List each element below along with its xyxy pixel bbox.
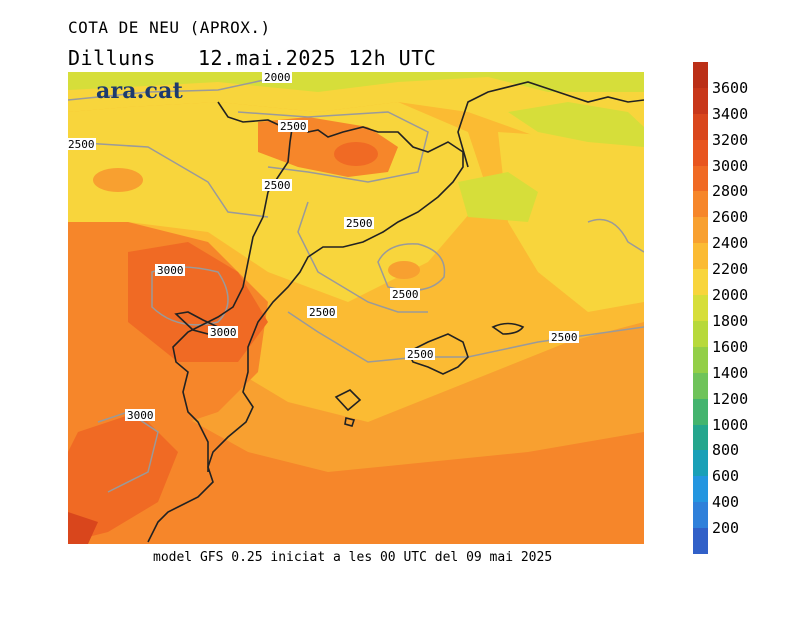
coastlines: [147, 81, 644, 543]
contour-2500-pyrenees: [237, 111, 429, 183]
ibiza-outline: [334, 389, 362, 412]
color-scale-label: 800: [712, 441, 740, 460]
contour-2000: [68, 76, 279, 101]
forecast-day: Dilluns: [68, 46, 156, 70]
iberian-coast: [147, 101, 464, 543]
color-scale-label: 2200: [712, 260, 749, 279]
field-2600-sea: [388, 261, 420, 279]
color-scale-bar: [693, 62, 708, 555]
color-scale-segment: [693, 165, 708, 192]
color-scale-label: 2600: [712, 208, 749, 227]
color-scale-label: 3200: [712, 130, 749, 149]
color-scale-segment: [693, 87, 708, 114]
formentera-outline: [344, 417, 356, 427]
color-scale-segment: [693, 346, 708, 373]
contour-label-2500-g: 2500: [407, 348, 434, 361]
field-2000-gulf: [458, 172, 538, 222]
color-scale-segment: [693, 139, 708, 166]
color-scale-label: 1600: [712, 337, 749, 356]
contour-2500-east: [587, 218, 644, 253]
contour-label-2500-a: 2500: [280, 120, 307, 133]
color-scale-label: 3000: [712, 156, 749, 175]
field-3000-southwest: [68, 412, 178, 542]
color-scale-segment: [693, 191, 708, 218]
ara-cat-logo: ara.cat: [96, 78, 183, 104]
forecast-time: Dilluns 12.mai.2025 12h UTC: [68, 46, 436, 70]
contour-2500-west: [68, 141, 269, 218]
color-scale-label: 600: [712, 467, 740, 486]
color-scale-segment: [693, 476, 708, 503]
contour-label-2500-h: 2500: [551, 331, 578, 344]
color-scale-label: 2800: [712, 182, 749, 201]
color-scale-segment: [693, 113, 708, 140]
color-scale-segment: [693, 372, 708, 399]
color-scale-label: 3600: [712, 78, 749, 97]
color-scale-segment: [693, 295, 708, 322]
contour-label-3000-b: 3000: [210, 326, 237, 339]
contour-lines: [68, 76, 644, 493]
color-scale-segment: [693, 424, 708, 451]
snow-level-map: 2000 2500 2500 2500 2500 2500 2500 2500 …: [68, 72, 644, 544]
color-scale-segment: [693, 450, 708, 477]
field-2000-alps: [508, 102, 644, 147]
french-coast: [457, 81, 644, 168]
color-scale-label: 2000: [712, 286, 749, 305]
model-info: model GFS 0.25 iniciat a les 00 UTC del …: [153, 550, 553, 565]
color-scale-label: 1800: [712, 311, 749, 330]
color-scale-segment: [693, 502, 708, 529]
field-2800-south: [68, 402, 644, 544]
field-3000-pyrenees: [334, 142, 378, 166]
color-scale-segment: [693, 217, 708, 244]
menorca-outline: [491, 322, 525, 335]
color-scale-segment: [693, 243, 708, 270]
chart-title: COTA DE NEU (APROX.): [68, 18, 271, 37]
contour-label-2500-e: 2500: [392, 288, 419, 301]
color-scale-label: 1000: [712, 415, 749, 434]
color-scale-segment: [693, 528, 708, 555]
field-3400-corner: [68, 512, 98, 544]
contour-label-2500-d: 2500: [346, 217, 373, 230]
contour-label-3000-a: 3000: [157, 264, 184, 277]
color-scale-segment: [693, 398, 708, 425]
color-scale-label: 1400: [712, 363, 749, 382]
contour-label-2500-c: 2500: [264, 179, 291, 192]
field-2000-top: [68, 72, 644, 92]
contour-label-2000: 2000: [264, 72, 291, 84]
field-2200-east: [498, 132, 644, 312]
color-scale-label: 2400: [712, 234, 749, 253]
contour-3000-south: [97, 411, 159, 493]
contour-label-2500-b: 2500: [68, 138, 95, 151]
color-scale-label: 400: [712, 493, 740, 512]
contour-label-3000-c: 3000: [127, 409, 154, 422]
color-scale-segment-top: [693, 62, 708, 88]
mallorca-outline: [406, 333, 469, 375]
color-scale-segment: [693, 320, 708, 347]
color-scale-label: 200: [712, 519, 740, 538]
forecast-datetime: 12.mai.2025 12h UTC: [198, 46, 437, 70]
contour-label-2500-f: 2500: [309, 306, 336, 319]
field-2600-northwest: [93, 168, 143, 192]
color-scale-label: 1200: [712, 389, 749, 408]
color-scale-segment: [693, 269, 708, 296]
contour-labels: 2000 2500 2500 2500 2500 2500 2500 2500 …: [68, 72, 579, 422]
map-canvas: 2000 2500 2500 2500 2500 2500 2500 2500 …: [68, 72, 644, 544]
contour-2500-coast: [297, 201, 428, 313]
color-scale-label: 3400: [712, 104, 749, 123]
